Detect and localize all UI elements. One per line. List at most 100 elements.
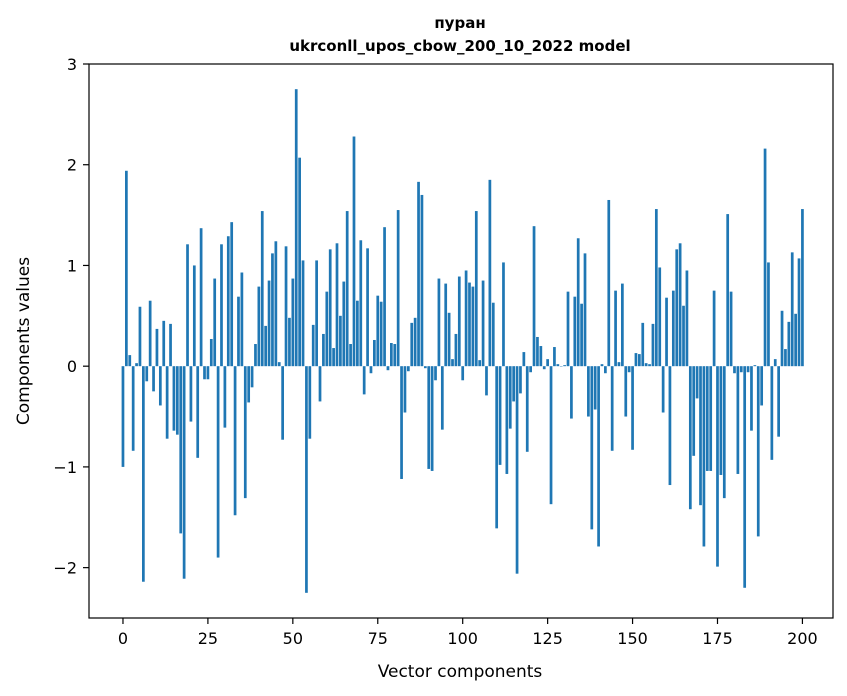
bar-65 <box>342 281 346 367</box>
bar-161 <box>668 366 672 486</box>
bar-42 <box>264 325 268 367</box>
bar-55 <box>308 366 312 439</box>
bar-58 <box>318 366 322 402</box>
bar-115 <box>512 366 516 402</box>
bar-195 <box>784 349 787 367</box>
bar-99 <box>457 276 461 367</box>
bar-23 <box>199 228 203 367</box>
bar-193 <box>777 366 780 437</box>
bar-165 <box>682 305 685 367</box>
bar-131 <box>566 291 570 367</box>
bar-134 <box>576 238 580 367</box>
bar-98 <box>454 333 458 367</box>
bar-166 <box>685 270 689 367</box>
bar-37 <box>247 366 251 403</box>
x-tick-label: 125 <box>532 629 563 648</box>
bar-4 <box>135 363 138 367</box>
bar-136 <box>583 253 587 367</box>
bar-122 <box>536 336 539 367</box>
y-tick-label: 2 <box>67 156 77 175</box>
bar-57 <box>315 260 318 367</box>
y-tick-label: 3 <box>67 55 77 74</box>
x-tick-label: 0 <box>118 629 128 648</box>
bar-91 <box>430 366 434 471</box>
bar-27 <box>213 278 217 367</box>
bar-80 <box>393 344 397 367</box>
bar-182 <box>739 366 743 373</box>
bar-140 <box>597 366 600 547</box>
bar-24 <box>203 366 206 380</box>
bar-63 <box>335 243 339 367</box>
bar-97 <box>451 359 454 367</box>
bar-85 <box>410 322 414 367</box>
bar-68 <box>352 136 356 367</box>
bar-145 <box>614 290 617 367</box>
y-tick-label: 1 <box>67 256 77 275</box>
bar-167 <box>688 366 692 510</box>
bar-75 <box>376 295 380 367</box>
bar-88 <box>420 194 424 367</box>
bar-12 <box>162 320 166 367</box>
bar-67 <box>349 344 352 367</box>
bar-31 <box>226 236 230 367</box>
bar-159 <box>661 366 665 413</box>
bar-191 <box>770 366 774 460</box>
bar-94 <box>440 366 444 430</box>
x-tick-label: 50 <box>283 629 303 648</box>
bar-33 <box>233 366 237 516</box>
bar-196 <box>787 321 791 367</box>
bar-72 <box>366 248 369 367</box>
bar-189 <box>763 148 767 367</box>
bar-183 <box>743 366 747 588</box>
bar-35 <box>240 272 244 367</box>
bar-47 <box>281 366 284 440</box>
bar-20 <box>189 366 193 422</box>
bar-135 <box>580 303 583 367</box>
bar-86 <box>413 317 417 367</box>
bar-121 <box>532 226 536 367</box>
bar-61 <box>328 249 332 367</box>
bar-104 <box>474 211 478 367</box>
bar-116 <box>515 366 519 574</box>
bar-148 <box>624 366 628 417</box>
y-tick-label: −2 <box>53 559 77 578</box>
bar-34 <box>237 296 240 367</box>
bar-181 <box>736 366 740 474</box>
x-tick-label: 25 <box>198 629 218 648</box>
bar-45 <box>274 241 278 367</box>
bar-132 <box>570 366 573 419</box>
bar-150 <box>631 366 634 450</box>
bar-44 <box>271 253 274 367</box>
bar-171 <box>702 366 706 547</box>
bar-120 <box>529 366 532 373</box>
bar-38 <box>250 366 254 388</box>
bar-197 <box>790 252 794 367</box>
bar-112 <box>502 262 505 367</box>
bar-102 <box>468 282 471 367</box>
bar-16 <box>175 366 179 435</box>
bar-155 <box>648 364 651 367</box>
bar-113 <box>505 366 509 474</box>
bar-53 <box>301 260 305 367</box>
bar-141 <box>600 364 604 367</box>
x-tick-label: 100 <box>447 629 478 648</box>
bar-105 <box>478 360 482 367</box>
bar-110 <box>495 366 499 529</box>
bar-152 <box>638 354 641 367</box>
bar-143 <box>607 199 611 367</box>
chart-title-line2: ukrconll_upos_cbow_200_10_2022 model <box>289 37 630 55</box>
bar-173 <box>709 366 713 471</box>
bar-149 <box>627 366 631 373</box>
bar-192 <box>773 359 777 367</box>
y-axis-ticks: −2 −1 0 1 2 3 <box>53 55 89 578</box>
bar-107 <box>485 366 488 396</box>
bar-11 <box>158 366 162 406</box>
bar-89 <box>423 366 427 369</box>
bar-114 <box>508 366 512 429</box>
bar-62 <box>332 348 335 367</box>
bar-177 <box>722 366 726 499</box>
bar-14 <box>169 323 172 367</box>
bar-36 <box>243 366 247 499</box>
bar-174 <box>712 290 716 367</box>
bar-7 <box>145 366 149 382</box>
